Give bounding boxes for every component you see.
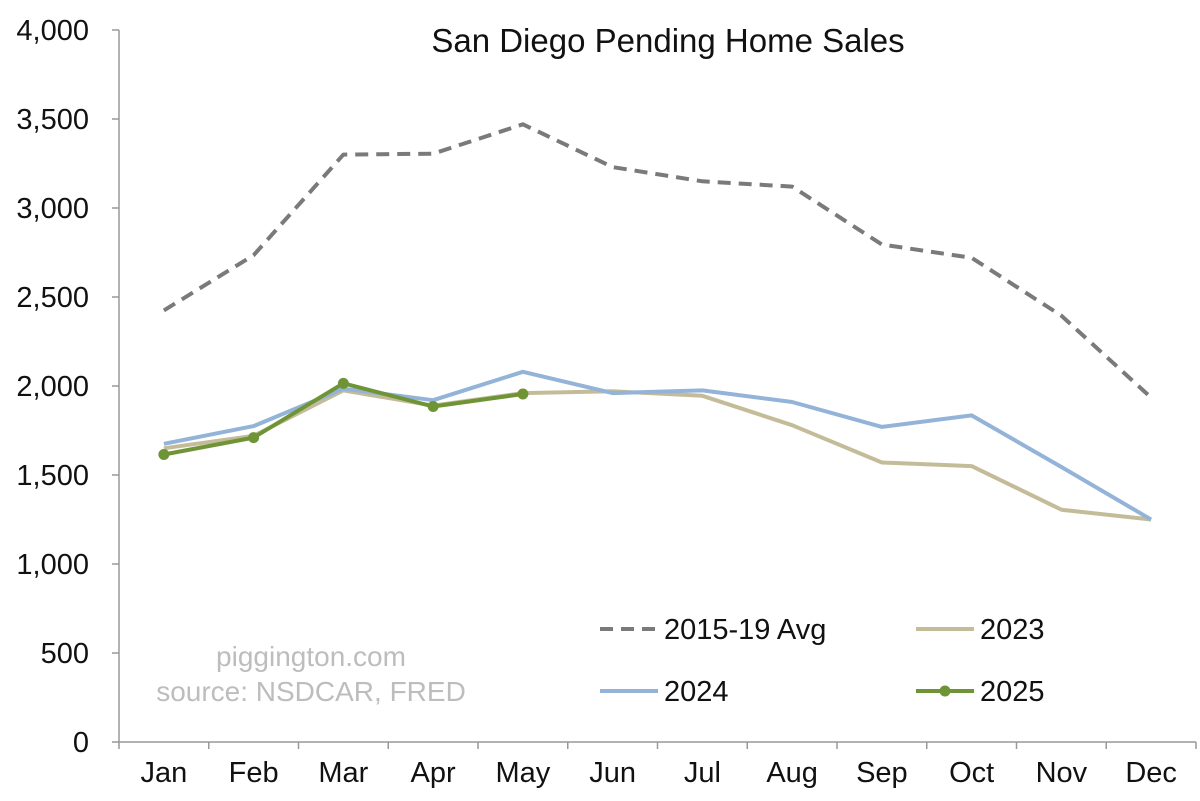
legend-item: 2025 — [916, 676, 1045, 708]
x-tick-label: Feb — [229, 757, 279, 789]
x-tick-label: Nov — [1036, 757, 1088, 789]
series-line — [162, 122, 1153, 400]
x-tick-label: Aug — [766, 757, 818, 789]
y-tick-label: 2,000 — [16, 371, 89, 403]
x-tick-label: Mar — [318, 757, 368, 789]
y-tick-group: 0 500 1,000 1,500 2,000 2,500 3,000 3,500 4,000 — [16, 15, 119, 759]
legend-marker — [939, 685, 951, 697]
series-layer — [158, 122, 1153, 522]
data-point — [158, 449, 170, 461]
series-2024 — [163, 369, 1153, 522]
data-point — [517, 388, 529, 400]
legend-item: 2015-19 Avg — [600, 614, 826, 646]
chart-title: San Diego Pending Home Sales — [431, 22, 904, 59]
data-point — [337, 377, 349, 389]
x-tick-label: May — [495, 757, 550, 789]
source-credit: piggington.com source: NSDCAR, FRED — [156, 641, 466, 707]
legend-item: 2024 — [600, 676, 729, 708]
legend-label: 2024 — [664, 676, 729, 708]
x-tick-label: Jan — [140, 757, 187, 789]
x-tick-label: Dec — [1125, 757, 1177, 789]
credit-source: source: NSDCAR, FRED — [156, 676, 466, 707]
legend-label: 2015-19 Avg — [664, 614, 826, 646]
series-2015-19-avg — [162, 122, 1153, 400]
series-line — [163, 381, 524, 457]
legend-item: 2023 — [916, 614, 1045, 646]
legend-label: 2023 — [980, 614, 1045, 646]
x-tick-label: Oct — [949, 757, 994, 789]
series-line — [163, 369, 1153, 522]
y-tick-label: 2,500 — [16, 282, 89, 314]
data-point — [427, 400, 439, 412]
x-tick-label: Jun — [589, 757, 636, 789]
y-tick-label: 3,500 — [16, 104, 89, 136]
series-2023 — [163, 388, 1152, 522]
y-tick-label: 3,000 — [16, 193, 89, 225]
data-point — [248, 432, 260, 444]
series-line — [163, 388, 1152, 522]
series-2025 — [158, 377, 529, 461]
legend: 2015-19 Avg 2023 2024 2025 — [600, 614, 1045, 708]
x-tick-label: Apr — [411, 757, 456, 789]
y-tick-label: 1,500 — [16, 460, 89, 492]
credit-site: piggington.com — [216, 641, 406, 672]
x-tick-label: Sep — [856, 757, 908, 789]
y-tick-label: 0 — [73, 727, 89, 759]
x-tick-group: Jan Feb Mar Apr May Jun Jul Aug Sep Oct Nov Dec — [118, 742, 1197, 789]
y-tick-label: 1,000 — [16, 549, 89, 581]
x-tick-label: Jul — [684, 757, 721, 789]
y-tick-label: 4,000 — [16, 15, 89, 47]
legend-label: 2025 — [980, 676, 1045, 708]
y-tick-label: 500 — [41, 638, 89, 670]
